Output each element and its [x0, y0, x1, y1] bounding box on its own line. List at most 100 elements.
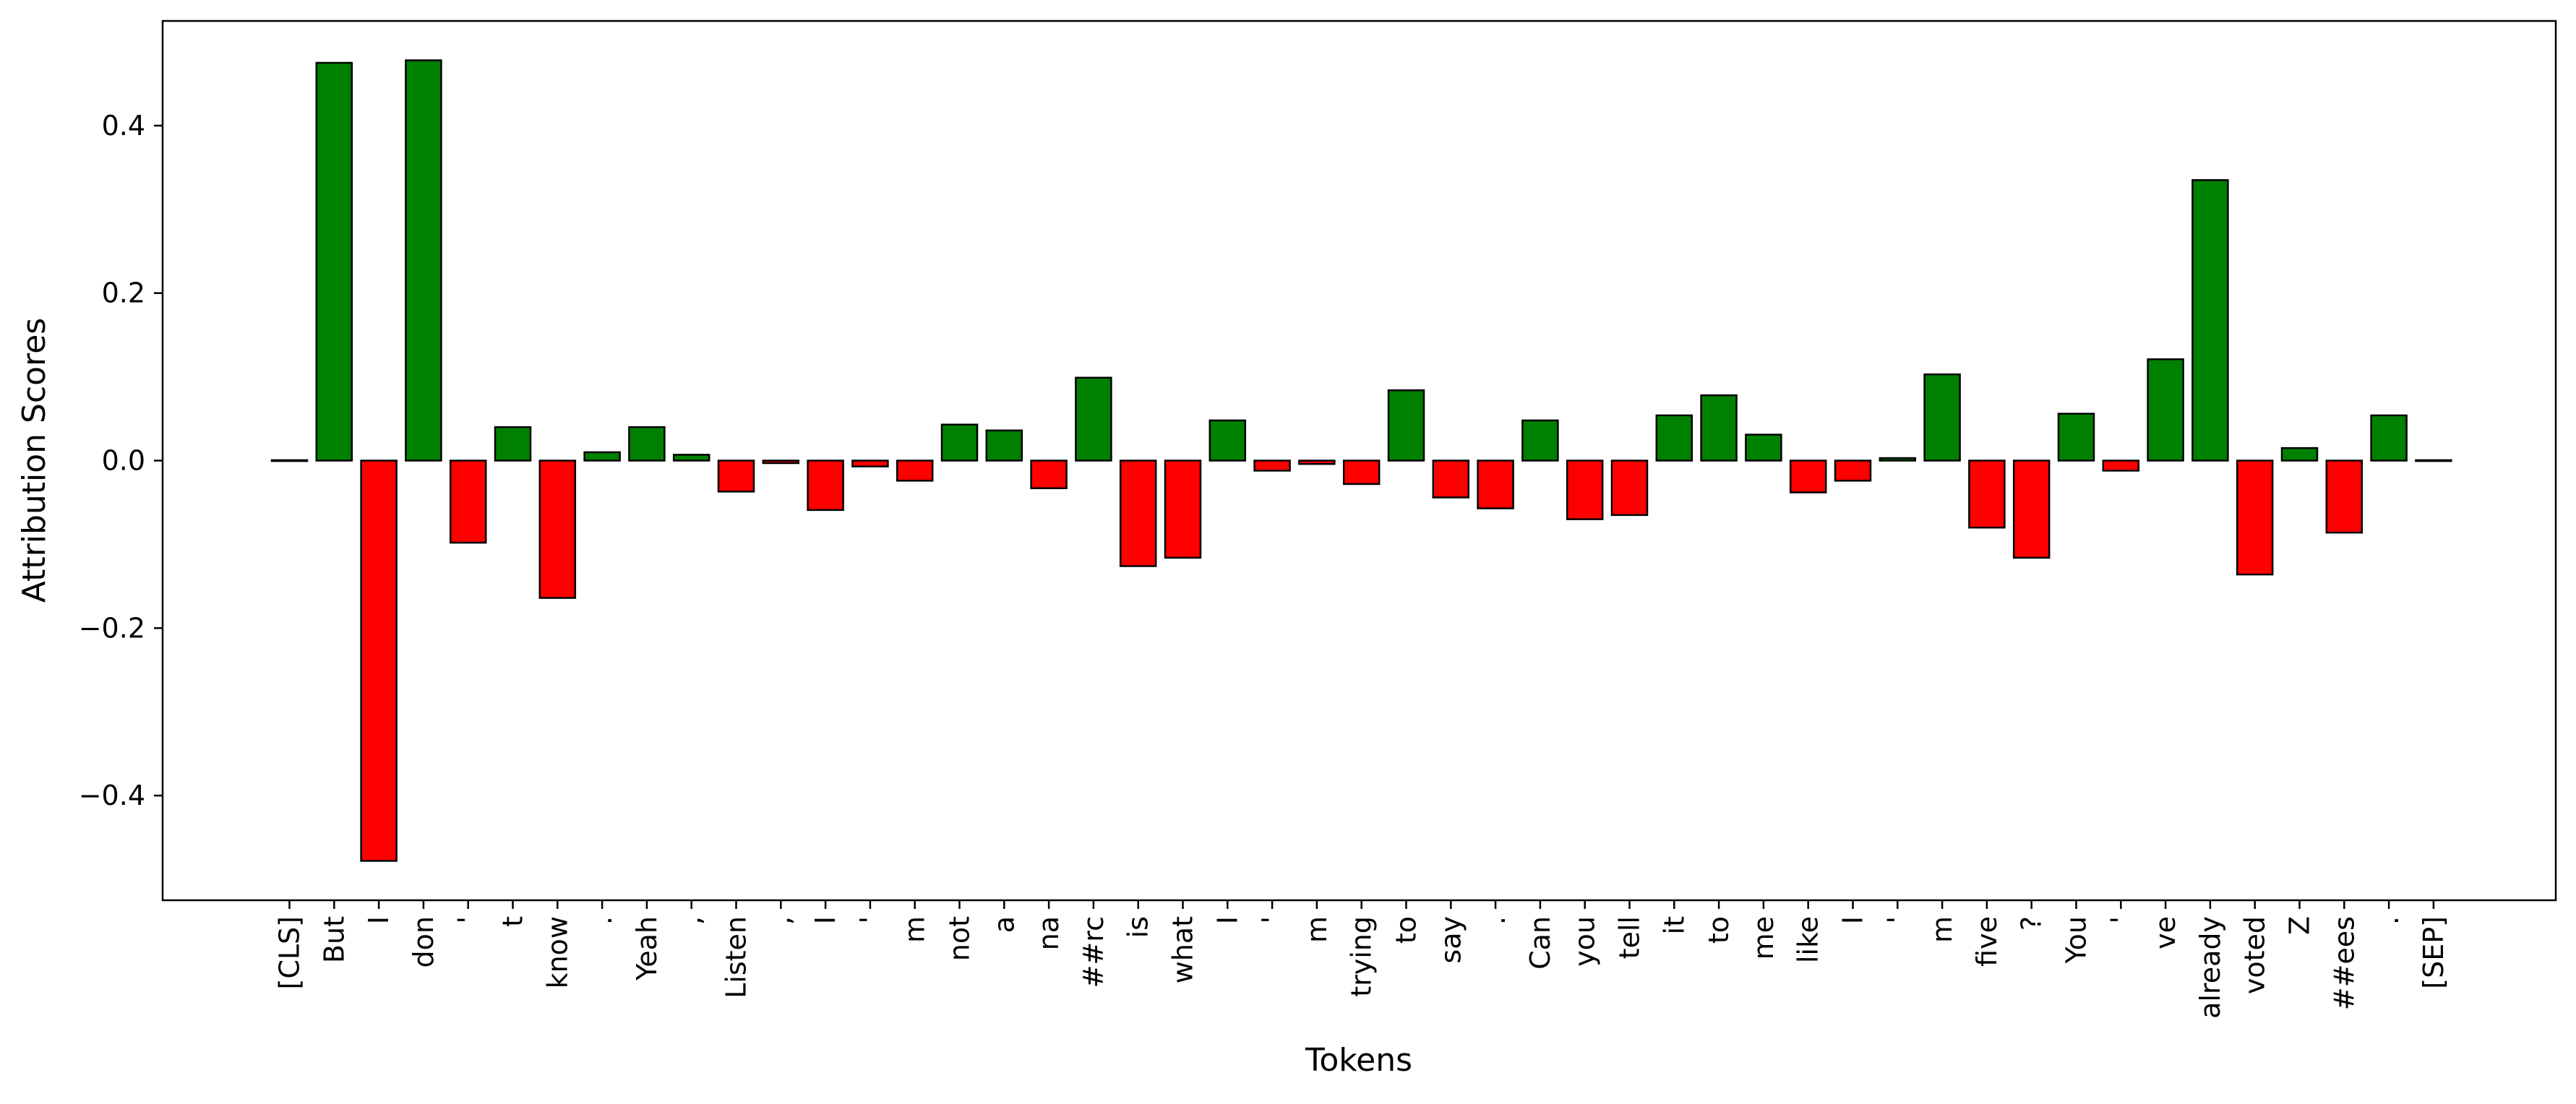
- bar-8: [628, 426, 666, 462]
- bar-22: [1253, 460, 1291, 472]
- x-tick-label: .: [2373, 916, 2405, 925]
- x-tick-label: .: [1480, 916, 1511, 925]
- bars-layer: [270, 59, 2452, 862]
- bar-18: [1075, 376, 1112, 462]
- bar-37: [1923, 373, 1961, 462]
- bar-44: [2236, 460, 2274, 576]
- x-tick-label: Z: [2284, 916, 2316, 935]
- bar-11: [762, 460, 800, 465]
- y-tick-label: −0.4: [79, 780, 145, 811]
- x-tick-label: not: [944, 916, 976, 961]
- x-tick-label: ': [854, 916, 886, 923]
- x-tick-label: ve: [2150, 916, 2181, 949]
- bar-47: [2370, 414, 2408, 462]
- bar-26: [1432, 460, 1470, 499]
- x-tick-label: what: [1167, 916, 1199, 983]
- bar-13: [851, 460, 889, 467]
- bar-28: [1521, 419, 1559, 462]
- bar-42: [2147, 358, 2184, 462]
- x-tick-label: na: [1033, 916, 1065, 950]
- bar-30: [1610, 460, 1649, 517]
- bar-9: [672, 454, 710, 462]
- x-tick-label: m: [1301, 916, 1333, 943]
- x-tick-label: [SEP]: [2418, 916, 2450, 989]
- bar-25: [1387, 389, 1425, 462]
- bar-16: [985, 429, 1023, 462]
- y-axis-label: Attribution Scores: [16, 318, 53, 603]
- x-tick-label: ': [2105, 916, 2137, 923]
- bar-31: [1655, 414, 1693, 462]
- bar-21: [1208, 419, 1247, 462]
- bar-17: [1030, 460, 1068, 489]
- bar-12: [807, 460, 844, 512]
- bar-2: [360, 460, 398, 862]
- bar-20: [1164, 460, 1202, 559]
- y-tick-label: 0.0: [102, 445, 145, 477]
- x-tick-label: like: [1793, 916, 1824, 963]
- x-tick-label: .: [586, 916, 618, 925]
- x-tick-label: you: [1569, 916, 1601, 967]
- bar-32: [1700, 394, 1738, 462]
- x-tick-label: Listen: [721, 916, 752, 999]
- bar-43: [2191, 178, 2229, 462]
- x-tick-label: is: [1122, 916, 1154, 938]
- bar-39: [2012, 460, 2051, 559]
- x-tick-label: I: [810, 916, 841, 924]
- y-axis: −0.4 −0.2 0.0 0.2 0.4: [79, 110, 163, 811]
- x-tick-label: ?: [2016, 916, 2048, 931]
- x-tick-label: Yeah: [631, 916, 663, 981]
- bar-45: [2280, 447, 2319, 462]
- x-tick-label: Can: [1524, 916, 1556, 970]
- y-tick-label: 0.4: [102, 110, 145, 142]
- y-tick-label: 0.2: [102, 277, 145, 309]
- x-tick-label: m: [1926, 916, 1958, 943]
- x-tick-label: I: [1837, 916, 1869, 924]
- bar-4: [449, 460, 487, 544]
- y-tick-label: −0.2: [79, 612, 145, 644]
- bar-3: [405, 59, 442, 462]
- bar-33: [1745, 434, 1782, 462]
- bar-34: [1789, 460, 1827, 493]
- x-tick-label: You: [2061, 916, 2092, 965]
- x-tick-label: know: [541, 916, 573, 988]
- bar-41: [2102, 460, 2140, 472]
- bar-29: [1566, 460, 1604, 520]
- x-tick-label: I: [363, 916, 395, 924]
- bar-14: [896, 460, 934, 482]
- bar-5: [494, 426, 532, 462]
- x-tick-label: don: [408, 916, 439, 967]
- x-tick-label: five: [1971, 916, 2003, 967]
- x-tick-label: m: [899, 916, 931, 943]
- bar-19: [1119, 460, 1157, 567]
- bar-46: [2325, 460, 2364, 534]
- bar-36: [1879, 457, 1917, 462]
- x-tick-label: say: [1435, 916, 1467, 964]
- bar-48: [2415, 459, 2452, 462]
- x-tick-label: voted: [2239, 916, 2271, 994]
- x-tick-label: ##ees: [2328, 916, 2360, 1010]
- x-tick-label: I: [1211, 916, 1243, 924]
- bar-6: [538, 460, 577, 599]
- x-tick-label: ': [1256, 916, 1288, 923]
- x-tick-label: [CLS]: [274, 916, 306, 989]
- x-tick-label: a: [988, 916, 1020, 933]
- x-tick-label: already: [2194, 916, 2226, 1019]
- x-tick-label: to: [1703, 916, 1735, 944]
- bar-38: [1968, 460, 2006, 529]
- x-tick-label: me: [1748, 916, 1779, 959]
- bar-35: [1834, 460, 1872, 482]
- bar-27: [1477, 460, 1514, 509]
- bar-40: [2057, 413, 2095, 462]
- x-tick-label: to: [1391, 916, 1422, 944]
- x-tick-label: But: [318, 916, 350, 963]
- x-tick-label: ,: [676, 916, 708, 925]
- bar-1: [315, 61, 353, 462]
- bar-0: [270, 459, 309, 462]
- bar-23: [1298, 460, 1336, 465]
- x-tick-label: t: [497, 916, 529, 927]
- x-axis-label: Tokens: [1305, 1042, 1412, 1079]
- bar-15: [940, 423, 979, 462]
